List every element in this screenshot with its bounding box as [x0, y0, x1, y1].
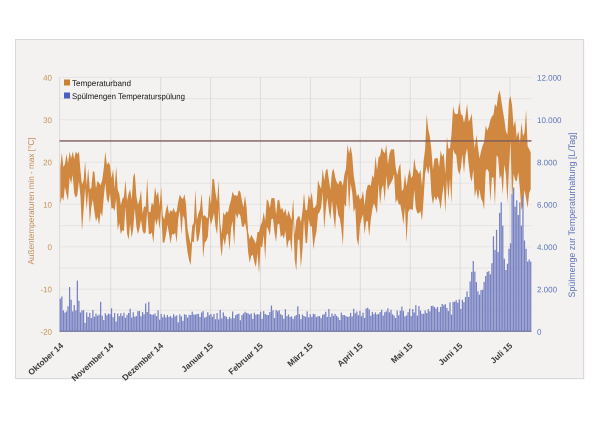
svg-text:10: 10 [43, 201, 52, 210]
svg-text:-20: -20 [40, 328, 52, 337]
svg-text:Außentemperaturen min - max [°: Außentemperaturen min - max [°C] [27, 137, 36, 264]
svg-text:Spülmenge zur Temperaturhaltun: Spülmenge zur Temperaturhaltung [L/Tag] [567, 132, 577, 297]
svg-text:12.000: 12.000 [537, 74, 562, 83]
svg-text:Spülmengen Temperaturspülung: Spülmengen Temperaturspülung [72, 91, 185, 101]
svg-text:Temperaturband: Temperaturband [72, 78, 131, 88]
svg-text:20: 20 [43, 158, 52, 167]
svg-text:0: 0 [537, 328, 542, 337]
svg-text:10.000: 10.000 [537, 116, 562, 125]
svg-text:30: 30 [43, 116, 52, 125]
svg-text:8.000: 8.000 [537, 158, 558, 167]
svg-text:-10: -10 [40, 285, 52, 294]
svg-text:0: 0 [48, 243, 53, 252]
svg-text:40: 40 [43, 74, 52, 83]
svg-text:2.000: 2.000 [537, 285, 558, 294]
svg-text:6.000: 6.000 [537, 201, 558, 210]
svg-text:4.000: 4.000 [537, 243, 558, 252]
